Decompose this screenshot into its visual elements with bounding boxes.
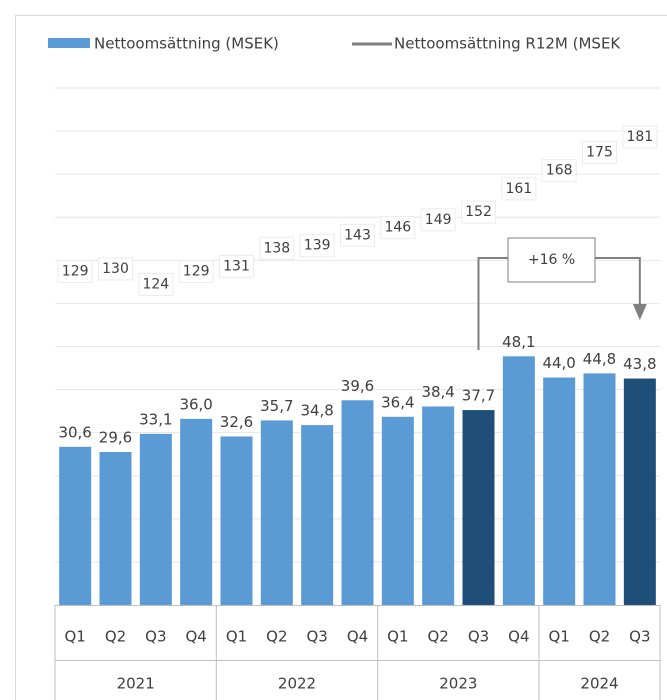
line-label: 143 [344,227,371,243]
bar [462,410,495,605]
bar [301,425,334,605]
x-group-label: 2023 [439,675,477,693]
bar-label: 32,6 [220,413,253,431]
bar [502,356,535,605]
bar-label: 44,0 [542,354,575,372]
annotation-bracket [477,257,508,350]
bar-label: 33,1 [139,410,172,428]
x-tick-label: Q2 [266,628,287,646]
bar [99,451,132,605]
bar [623,378,656,605]
bar-label: 38,4 [421,383,454,401]
line-label-box [57,260,93,284]
x-tick-label: Q2 [105,628,126,646]
line-label: 124 [142,276,169,292]
x-tick-label: Q4 [508,628,529,646]
bar-label: 37,7 [462,387,495,405]
annotation-bracket [595,257,641,306]
x-tick-label: Q1 [226,628,247,646]
line-label-box [501,177,537,201]
line-label-box [461,200,496,224]
x-tick-label: Q3 [468,628,489,646]
annotation-box [507,237,596,283]
bar-label: 44,8 [583,350,616,368]
x-tick-label: Q2 [589,628,610,646]
x-tick-label: Q1 [64,628,85,646]
x-group-label: 2024 [580,675,618,693]
bar-label: 36,0 [179,395,212,413]
line-label-box [340,223,375,247]
line-label-box [380,216,416,240]
bar-label: 36,4 [381,393,414,411]
bar [260,420,293,605]
line-label-box [98,257,133,281]
bar [543,377,576,605]
legend-label: Nettoomsättning (MSEK) [94,35,279,53]
bar [139,433,172,605]
line-label: 129 [183,264,210,280]
line-label: 168 [546,163,573,179]
x-group-label: 2021 [117,675,155,693]
bar [341,400,374,605]
line-label: 139 [304,238,331,254]
bar-label: 39,6 [341,377,374,395]
x-group-label: 2022 [278,675,316,693]
x-tick-label: Q1 [548,628,569,646]
line-label-box [582,141,617,165]
line-label: 130 [102,261,129,277]
line-label-box [541,159,577,183]
line-label: 129 [62,264,89,280]
bar-label: 35,7 [260,397,293,415]
line-label: 149 [425,212,452,228]
bar [59,446,92,605]
line-label: 131 [223,258,250,274]
line-label-box [259,236,295,260]
bar [422,406,455,605]
x-tick-label: Q4 [347,628,368,646]
bar-label: 48,1 [502,333,535,351]
line-label: 146 [384,220,411,236]
bar-label: 29,6 [99,428,132,446]
line-label-box [138,272,174,296]
x-tick-label: Q3 [145,628,166,646]
line-label-box [219,254,254,278]
annotation-arrow [632,304,647,320]
legend-label: Nettoomsättning R12M (MSEK [394,35,621,53]
bar [220,436,253,605]
line-label: 138 [263,240,290,256]
bar-label: 30,6 [58,423,91,441]
bar [381,416,414,605]
x-tick-label: Q3 [306,628,327,646]
bar [583,373,616,605]
x-tick-label: Q3 [629,628,650,646]
x-tick-label: Q1 [387,628,408,646]
line-label: 161 [505,181,532,197]
line-label-box [299,234,335,258]
bar [180,418,213,605]
line-label-box [178,260,214,284]
line-label: 152 [465,204,492,220]
line-label: 181 [626,129,653,145]
x-tick-label: Q2 [427,628,448,646]
bar-label: 34,8 [300,402,333,420]
annotation: +16 % [528,252,575,268]
frame [15,15,667,700]
line-label-box [420,208,456,232]
x-tick-label: Q4 [185,628,206,646]
legend-swatch [48,38,90,48]
bar-label: 43,8 [623,355,656,373]
line-label: 175 [586,145,613,161]
line-label-box [622,125,658,149]
